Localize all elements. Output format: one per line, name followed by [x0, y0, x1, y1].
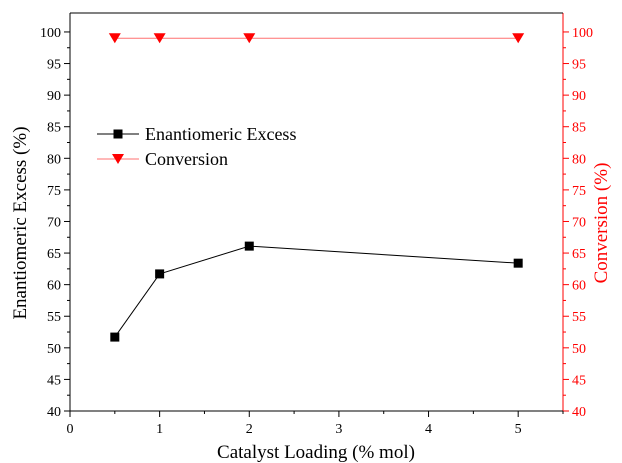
- conversion-point: [243, 33, 256, 44]
- conversion-point: [108, 33, 121, 44]
- enantiomeric-excess-point: [513, 258, 523, 268]
- x-tick-label: 2: [246, 422, 253, 437]
- x-tick-label: 5: [515, 422, 522, 437]
- right-y-tick-label: 50: [572, 342, 586, 357]
- x-tick-label: 1: [156, 422, 163, 437]
- right-y-tick-label: 100: [572, 26, 593, 41]
- legend: Enantiomeric Excess Conversion: [97, 124, 296, 169]
- left-y-tick-label: 45: [47, 373, 61, 388]
- right-y-tick-label: 75: [572, 184, 586, 199]
- left-y-tick-label: 50: [47, 342, 61, 357]
- x-tick-label: 4: [425, 422, 432, 437]
- left-y-tick-label: 55: [47, 310, 61, 325]
- right-y-tick-label: 90: [572, 89, 586, 104]
- right-y-tick-label: 55: [572, 310, 586, 325]
- legend-label: Enantiomeric Excess: [145, 124, 296, 144]
- right-y-tick-label: 85: [572, 121, 586, 136]
- legend-marker-square: [113, 129, 123, 139]
- x-axis: 0 1 2 3 4 5: [67, 12, 564, 437]
- x-tick-label: 0: [67, 422, 74, 437]
- conversion-point: [153, 33, 166, 44]
- right-y-tick-label: 45: [572, 373, 586, 388]
- enantiomeric-excess-point: [110, 332, 120, 342]
- plot-series: [108, 33, 525, 342]
- right-y-tick-label: 80: [572, 152, 586, 167]
- left-y-tick-label: 70: [47, 215, 61, 230]
- left-y-tick-label: 85: [47, 121, 61, 136]
- left-y-tick-label: 65: [47, 247, 61, 262]
- left-y-tick-label: 100: [40, 26, 61, 41]
- legend-label: Conversion: [145, 149, 228, 169]
- right-y-tick-label: 40: [572, 405, 586, 420]
- x-axis-title: Catalyst Loading (% mol): [217, 442, 415, 463]
- left-y-tick-label: 75: [47, 184, 61, 199]
- right-y-axis-title: Conversion (%): [591, 163, 612, 284]
- right-y-axis: 40 45 50 55 60 65 70 75 80 85 90 95 100: [562, 13, 593, 420]
- left-y-tick-label: 90: [47, 89, 61, 104]
- right-y-tick-label: 65: [572, 247, 586, 262]
- left-y-tick-label: 40: [47, 405, 61, 420]
- right-y-tick-label: 95: [572, 58, 586, 73]
- left-y-axis: 40 45 50 55 60 65 70 75 80 85 90 95 100: [40, 13, 71, 420]
- left-y-tick-label: 80: [47, 152, 61, 167]
- left-y-tick-label: 95: [47, 58, 61, 73]
- legend-marker-triangle: [112, 154, 124, 164]
- left-y-tick-label: 60: [47, 279, 61, 294]
- left-y-axis-title: Enantiomeric Excess (%): [10, 126, 31, 319]
- x-tick-label: 3: [335, 422, 342, 437]
- enantiomeric-excess-point: [155, 269, 165, 279]
- conversion-point: [512, 33, 525, 44]
- right-y-tick-label: 60: [572, 279, 586, 294]
- right-y-tick-label: 70: [572, 215, 586, 230]
- enantiomeric-excess-point: [244, 241, 254, 251]
- enantiomeric-excess-line: [114, 245, 519, 338]
